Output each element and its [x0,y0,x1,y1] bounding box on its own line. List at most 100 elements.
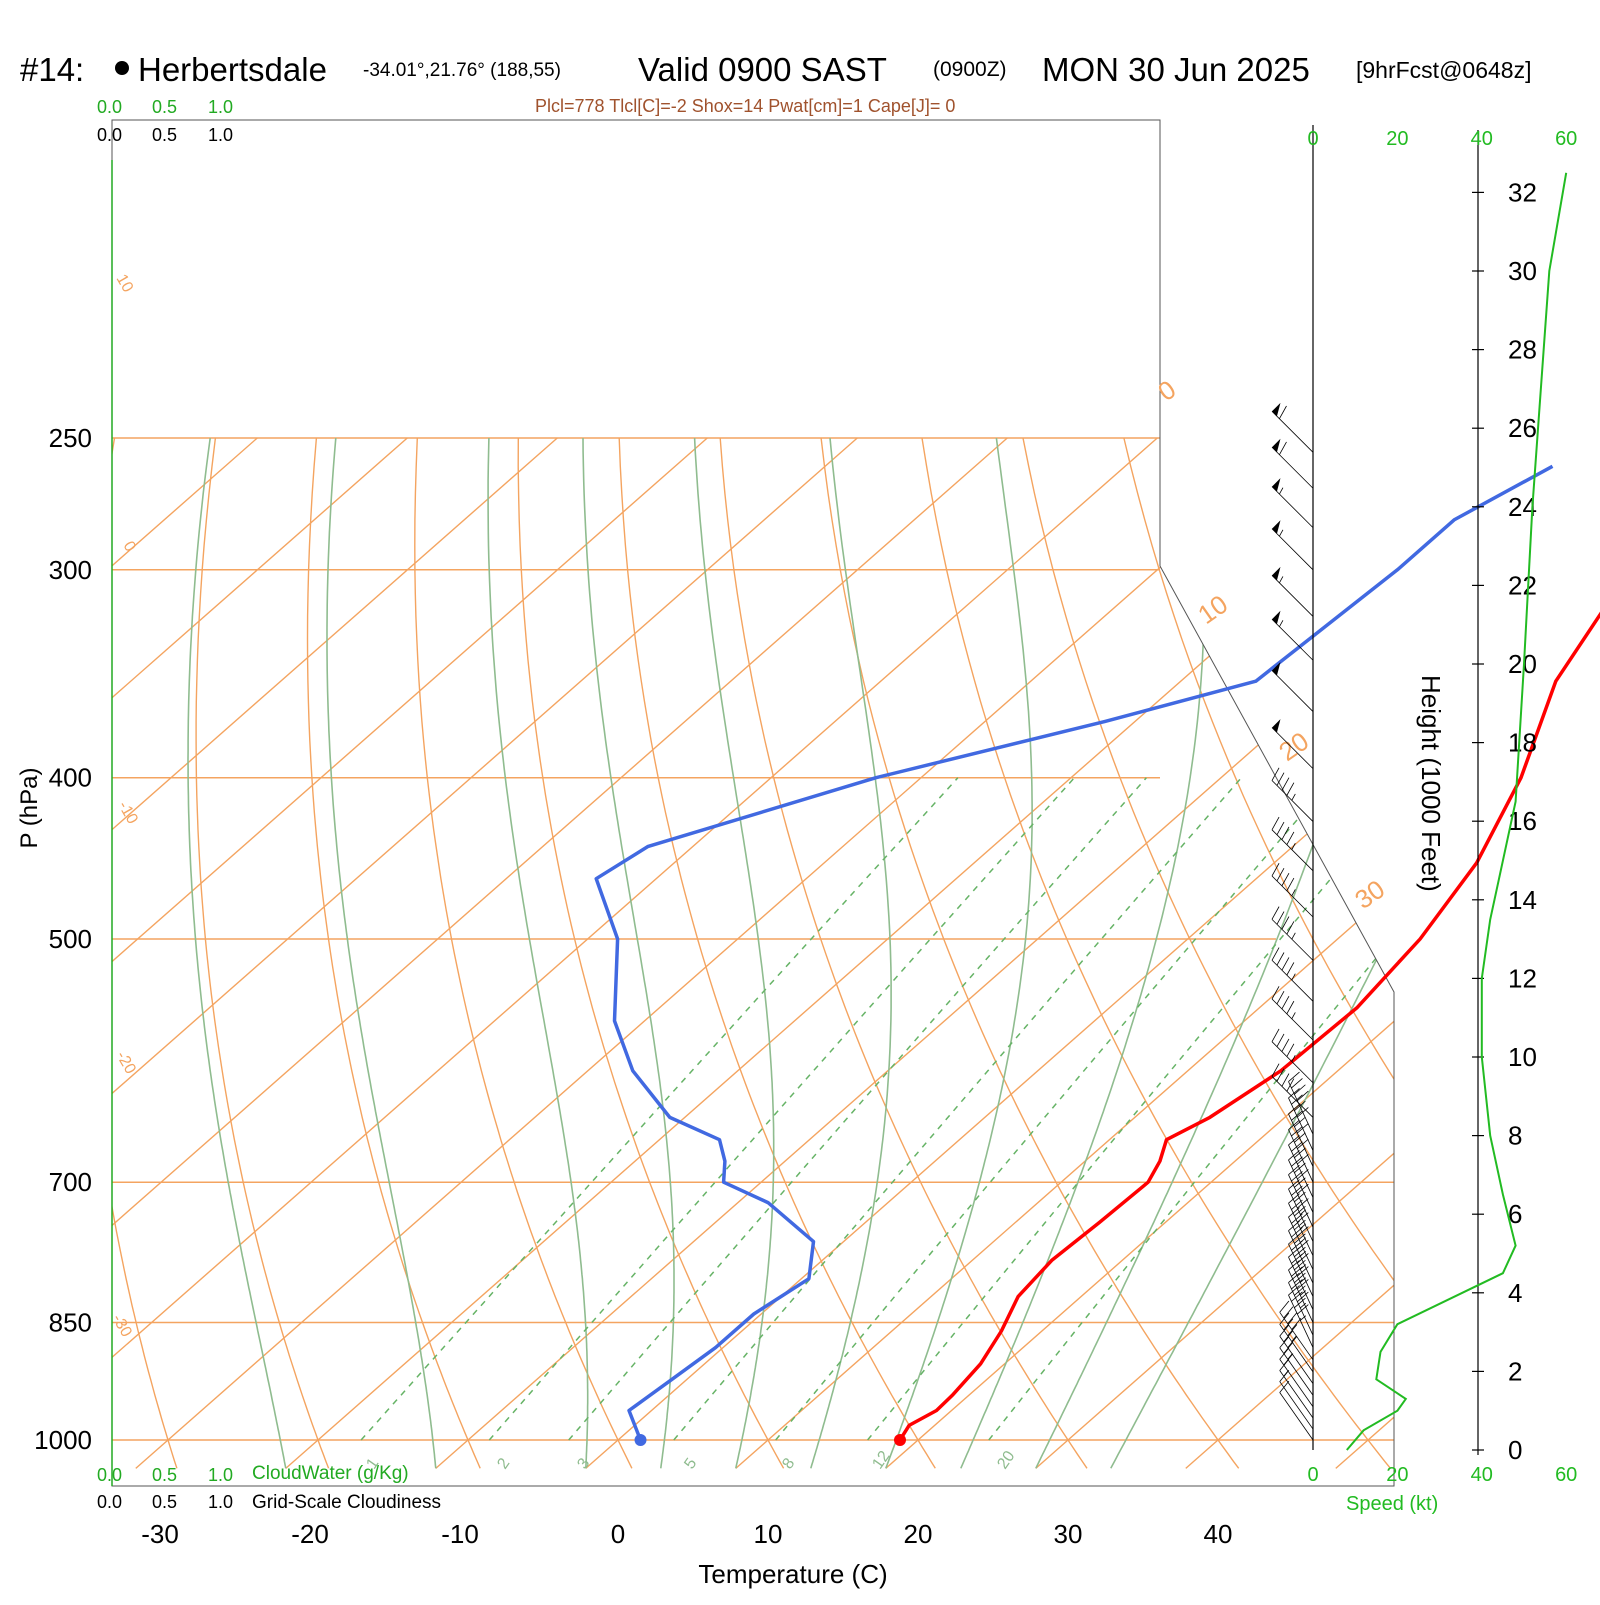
wind-barb [1288,1285,1314,1348]
isotherm-line [135,437,1308,1469]
wind-barb-half [1291,932,1296,940]
wind-barb-full [1271,863,1280,877]
mixing-ratio-line [673,777,1242,1441]
cloud-scale-bottom-green: 0.0 0.5 1.0 CloudWater (g/Kg) [97,1463,409,1485]
cloud-scale-label: 0.5 [152,97,177,117]
wind-barb-full [1291,1078,1303,1089]
cloud-scale-label: 1.0 [208,1492,233,1512]
wind-barb-half [1279,576,1284,584]
dry-adiabat-line [1528,438,1600,1468]
mixing-ratio-line [488,777,1075,1441]
mixing-ratio-line [988,777,1394,1441]
wind-barb-full [1294,1297,1306,1309]
wind-barb-staff [1279,1347,1314,1396]
height-tick-label: 6 [1508,1199,1522,1229]
x-tick-label: 30 [1054,1519,1083,1549]
cloud-scale-label: 1.0 [208,125,233,145]
isotherm-line [1486,438,1600,1468]
height-tick-label: 30 [1508,256,1537,286]
surface-temperature-marker [894,1434,906,1446]
wind-barb-full [1286,1078,1295,1092]
mixing-ratio-label: 2 [494,1455,513,1472]
wind-barb-full [1286,921,1295,935]
wind-barb-full [1297,1266,1309,1277]
wind-barb-full [1294,1177,1306,1188]
wind-barb-pennant [1271,438,1281,453]
moist-adiabat-line [326,437,437,1469]
wind-barb [1271,906,1314,961]
wind-barb-full [1283,1353,1294,1366]
wind-barb [1271,610,1314,661]
height-tick-label: 26 [1508,413,1537,443]
wind-barbs [1271,402,1314,1441]
forecast-info: [9hrFcst@0648z] [1356,57,1531,83]
wind-barb-full [1297,1198,1309,1209]
valid-time: Valid 0900 SAST [638,51,887,88]
wind-barb-full [1294,1259,1306,1271]
wind-barb-half [1291,793,1296,801]
isotherm-line [1185,437,1394,1469]
wind-barb-full [1288,1164,1300,1175]
wind-barb-half [1291,973,1296,981]
wind-barb-full [1297,1304,1309,1315]
moist-adiabat-line [960,437,1206,1469]
wind-barb-staff [1288,1203,1314,1256]
speed-tick-label-top: 0 [1307,128,1318,150]
cloudwater-label: CloudWater (g/Kg) [252,1463,409,1484]
dry-adiabat-line [820,437,1240,1469]
isotherm-line [112,437,708,1469]
y-tick-label: 500 [49,924,92,954]
wind-barb-full [1291,1266,1303,1277]
dry-adiabat-line [517,437,785,1469]
wind-barb-pennant [1271,662,1281,676]
wind-barb-staff [1271,575,1314,617]
wind-barb-full [1281,957,1290,971]
wind-barb-staff [1279,1370,1314,1419]
height-tick-label: 10 [1508,1042,1537,1072]
station-id: #14: [20,51,84,88]
wind-barb-half [1291,1335,1297,1342]
valid-zulu: (0900Z) [933,58,1007,81]
wind-barb-full [1286,962,1295,976]
wind-barb [1271,478,1314,528]
wind-barb-full [1286,782,1295,796]
wind-barb-full [1288,1285,1300,1296]
isotherm-line [112,437,1158,1469]
wind-barb-staff [1288,1269,1314,1323]
wind-barb-staff [1279,1324,1314,1373]
wind-barb-full [1271,767,1280,781]
y-tick-label: 850 [49,1308,92,1338]
dry-adiabat-line [112,437,178,1469]
wind-barb-full [1276,1068,1285,1082]
moist-adiabat-line [810,437,892,1469]
station-marker [115,61,129,75]
wind-barb-half [1279,487,1284,495]
isotherm-line [285,437,1394,1469]
wind-barb [1288,1272,1314,1336]
wind-barb-full [1291,1279,1303,1290]
wind-barb-full [1276,772,1285,786]
isotherm-lines [112,437,1600,1469]
wind-barb-full [1281,826,1290,840]
mixing-ratio-labels: 1 2 3 5 8 12 20 [363,1448,1018,1472]
wind-barb-pennant [1271,610,1281,625]
wind-barb-full [1271,947,1280,961]
wind-barb-full [1291,1171,1303,1182]
wind-barb-full [1294,1272,1306,1283]
wind-barb-half [1279,620,1284,627]
isotherm-label: 0 [1152,374,1181,407]
isotherm-line [112,437,258,1469]
mixing-ratio-line [867,777,1394,1441]
wind-barb [1279,1380,1314,1441]
wind-barb-full [1297,1291,1309,1302]
wind-barb-half [1279,529,1284,537]
wind-barb-full [1288,1071,1300,1082]
wind-barb-full [1291,1317,1302,1330]
isotherm-line [885,437,1394,1469]
wind-barb [1279,1347,1314,1407]
cloud-scale-label: 0.5 [152,1492,177,1512]
height-tick-label: 18 [1508,728,1537,758]
wind-barb-staff [1271,727,1314,769]
wind-barb [1271,1028,1314,1084]
height-tick-label: 8 [1508,1121,1522,1151]
